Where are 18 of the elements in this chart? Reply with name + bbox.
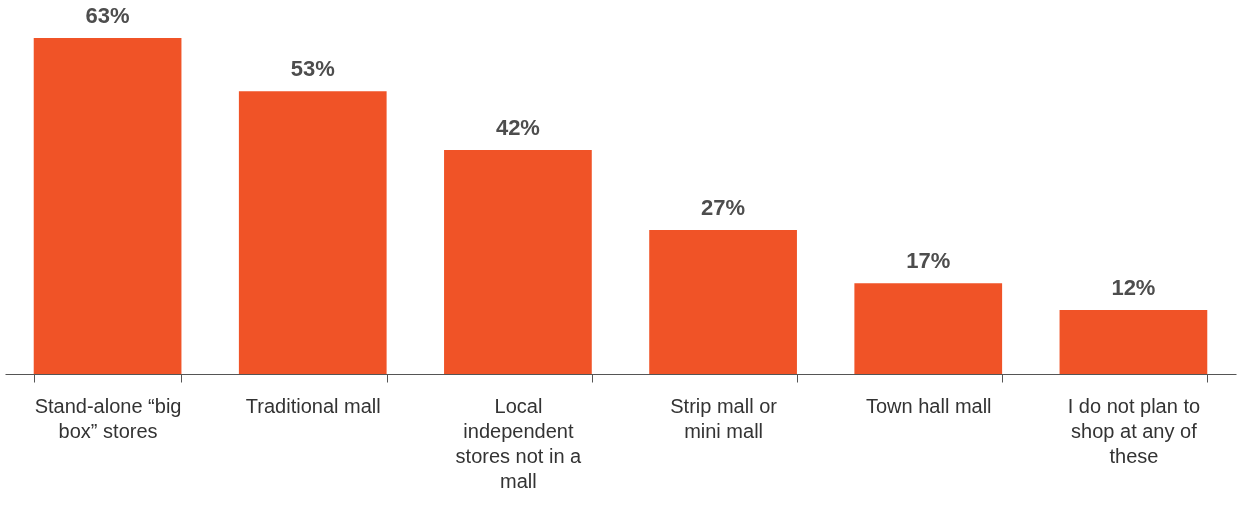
bar [649,230,797,374]
x-tick-label: Local independent stores not in a mall [455,394,583,492]
data-label: 63% [85,3,130,28]
data-label: 53% [290,56,335,82]
bar [33,38,182,374]
bar [854,283,1003,374]
data-label: 17% [906,248,951,274]
bar [444,150,592,374]
x-tick-label: Stand-alone “big box” stores [34,394,182,442]
bar [1059,310,1208,374]
bar [238,91,387,374]
x-tick-label: I do not plan to shop at any of these [1067,394,1201,467]
x-tick-label: Town hall mall [865,394,992,417]
data-label: 42% [495,115,540,140]
data-label: 27% [701,195,746,220]
x-tick-label: Traditional mall [245,394,381,417]
x-tick-label: Strip mall or mini mall [670,394,778,442]
data-label: 12% [1111,275,1156,300]
